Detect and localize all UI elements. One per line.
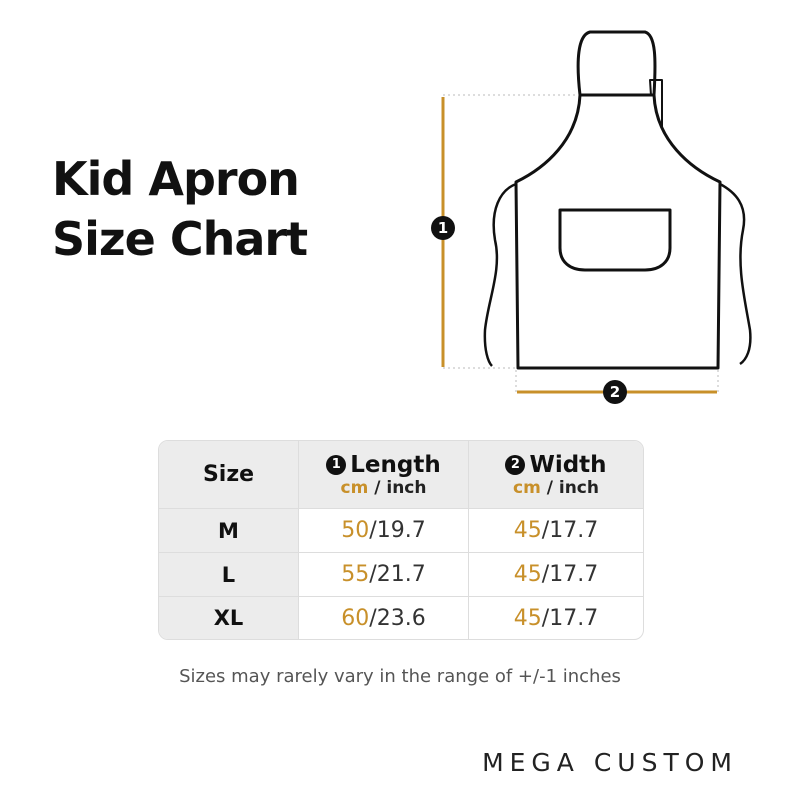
separator: / (541, 605, 550, 631)
apron-body (514, 93, 722, 370)
header-text: Length (350, 451, 441, 478)
marker-label: 2 (505, 454, 526, 475)
header-name: 2 Width (505, 451, 607, 478)
size-text: XL (213, 606, 244, 630)
header-size: Size (159, 441, 299, 509)
separator: / (541, 562, 550, 587)
width-cell: 45/17.7 (469, 553, 643, 597)
size-text: M (218, 518, 239, 543)
left-tie (483, 182, 517, 367)
length-cell: 55/21.7 (299, 553, 469, 597)
separator: / (369, 605, 377, 631)
inch-value: 19.7 (376, 518, 426, 543)
cm-value: 55 (341, 562, 370, 587)
length-cell: 50/19.7 (299, 509, 469, 553)
unit-inch: / inch (374, 477, 427, 498)
separator: / (369, 518, 377, 543)
inch-value: 21.7 (376, 562, 426, 587)
title-line: Kid Apron (52, 152, 300, 206)
cm-value: 45 (513, 562, 542, 587)
size-cell: XL (159, 597, 299, 639)
unit-cm: cm (340, 477, 369, 498)
header-length: 1 Length cm / inch (299, 441, 469, 509)
length-cell: 60/23.6 (299, 597, 469, 639)
inch-value: 17.7 (549, 518, 599, 543)
inch-value: 17.7 (549, 562, 599, 587)
inch-value: 17.7 (549, 605, 599, 631)
unit: cm / inch (513, 478, 599, 498)
size-cell: L (159, 553, 299, 597)
size-cell: M (159, 509, 299, 553)
cm-value: 50 (341, 518, 370, 543)
separator: / (541, 518, 550, 543)
header-width: 2 Width cm / inch (469, 441, 643, 509)
width-cell: 45/17.7 (469, 597, 643, 639)
unit: cm / inch (341, 478, 427, 498)
cm-value: 45 (513, 518, 542, 543)
brand: MEGA CUSTOM (482, 748, 738, 777)
header-text: Size (202, 462, 255, 487)
header-text: Width (529, 451, 607, 478)
width-cell: 45/17.7 (469, 509, 643, 553)
unit-inch: / inch (546, 477, 599, 498)
unit-cm: cm (513, 477, 541, 498)
apron-diagram: 1 2 (431, 30, 752, 404)
marker-label: 1 (438, 219, 448, 237)
title-line: Size Chart (52, 212, 308, 266)
marker-label: 1 (326, 454, 347, 475)
note: Sizes may rarely vary in the range of +/… (179, 666, 621, 687)
neck-strap (576, 30, 657, 96)
marker-label: 2 (610, 383, 620, 401)
size-text: L (221, 562, 236, 587)
cm-value: 45 (513, 605, 542, 631)
marker-circle (603, 380, 627, 404)
right-tie (719, 182, 752, 366)
marker-circle (431, 216, 455, 240)
header-name: 1 Length (326, 451, 441, 478)
size-table: Size 1 Length cm / inch 2 Width cm / inch … (158, 440, 644, 640)
cm-value: 60 (341, 605, 370, 631)
pocket (558, 208, 672, 272)
inch-value: 23.6 (376, 605, 426, 631)
separator: / (369, 562, 377, 587)
